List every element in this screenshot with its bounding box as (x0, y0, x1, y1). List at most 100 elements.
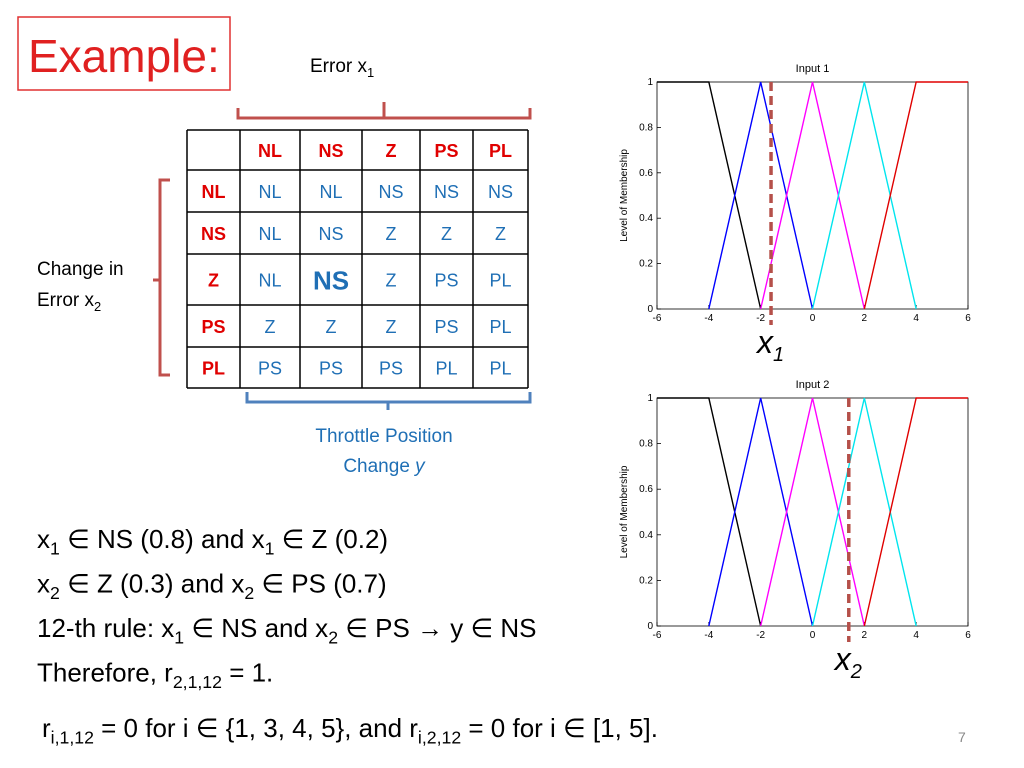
text-line: ri,1,12 = 0 for i ∈ {1, 3, 4, 5}, and ri… (42, 713, 658, 748)
plot-frame (656, 397, 969, 627)
text-line: Change in (37, 259, 124, 280)
text-segment: = 0 for i ∈ [1, 5]. (461, 713, 658, 743)
text-segment: Throttle Position (315, 426, 452, 447)
subscript: 2,1,12 (173, 672, 222, 692)
text-segment: ∈ Z (0.2) (274, 524, 388, 554)
text-segment: ∈ Z (0.3) and x (60, 569, 245, 599)
table-cell: NL (258, 271, 281, 291)
y-axis-label: Level of Membership (619, 465, 630, 558)
y-tick-label: 0.6 (639, 484, 653, 495)
table-cell: Z (495, 224, 506, 244)
text-segment: Error x (310, 56, 368, 77)
membership-line (863, 397, 968, 627)
x-tick-label: 4 (913, 313, 919, 324)
row-header: NL (202, 182, 226, 202)
column-header: Z (386, 141, 397, 161)
subscript: 1 (50, 539, 60, 559)
x-tick-label: -2 (756, 630, 765, 641)
table-cell: Z (386, 224, 397, 244)
bottom-bracket (245, 392, 532, 410)
subscript: i,1,12 (51, 728, 94, 748)
text-line: Throttle Position (315, 426, 452, 447)
membership-line (811, 397, 917, 627)
text-segment: ∈ NS (0.8) and x (60, 524, 265, 554)
plot-frame (656, 81, 969, 310)
y-axis-label: Level of Membership (619, 149, 630, 242)
marker-label: x1 (755, 324, 784, 366)
text-segment: Change (343, 456, 415, 477)
membership-line (759, 81, 866, 310)
membership-line (657, 397, 762, 627)
x-tick-label: -6 (653, 630, 662, 641)
subscript: 1 (773, 344, 784, 366)
page-number: 7 (958, 729, 966, 745)
table-cell: Z (386, 317, 397, 337)
table-cell: NL (319, 182, 342, 202)
chart-title: Input 1 (796, 63, 830, 75)
membership-line (657, 81, 762, 310)
membership-line (759, 397, 866, 627)
membership-line (708, 81, 814, 310)
table-cell: PL (489, 271, 511, 291)
x-tick-label: 0 (810, 630, 816, 641)
row-header: PS (201, 317, 225, 337)
subscript: 2 (328, 628, 338, 648)
marker-label: x2 (833, 641, 862, 683)
text-segment: y (413, 456, 426, 477)
slide-title: Example: (28, 30, 220, 82)
subscript: 2 (850, 661, 862, 683)
text-line: x1 ∈ NS (0.8) and x1 ∈ Z (0.2) (37, 524, 388, 559)
subscript: 1 (174, 628, 184, 648)
text-line: 12-th rule: x1 ∈ NS and x2 ∈ PS → y ∈ NS (37, 613, 536, 648)
x-tick-label: 4 (913, 630, 919, 641)
top-bracket (236, 102, 532, 120)
y-tick-label: 0 (647, 621, 653, 632)
column-header: NS (318, 141, 343, 161)
table-cell: PL (489, 317, 511, 337)
y-tick-label: 0.8 (639, 439, 653, 450)
subscript: i,2,12 (418, 728, 461, 748)
x-tick-label: -4 (704, 630, 713, 641)
x-tick-label: 6 (965, 630, 971, 641)
table-cell: PS (258, 359, 282, 379)
text-line: Therefore, r2,1,12 = 1. (37, 658, 273, 693)
table-cell: PS (434, 271, 458, 291)
table-cell: PS (319, 359, 343, 379)
table-cell: PS (434, 317, 458, 337)
table-cell: Z (386, 271, 397, 291)
row-header: Z (208, 271, 219, 291)
table-cell: NS (318, 224, 343, 244)
column-header: NL (258, 141, 282, 161)
row-header: NS (201, 224, 226, 244)
x-tick-label: 0 (810, 313, 816, 324)
table-cell: Z (265, 317, 276, 337)
x-tick-label: 2 (862, 630, 868, 641)
text-segment: x (37, 569, 50, 599)
table-cell: Z (326, 317, 337, 337)
subscript: 1 (265, 539, 275, 559)
membership-line (811, 81, 917, 310)
left-bracket (153, 178, 170, 377)
y-tick-label: 1 (647, 77, 653, 88)
column-header: PS (434, 141, 458, 161)
table-cell: PS (379, 359, 403, 379)
subscript: 2 (244, 583, 254, 603)
y-tick-label: 0.4 (639, 213, 653, 224)
text-segment: x (37, 524, 50, 554)
text-segment: ∈ PS (0.7) (254, 569, 386, 599)
chart-title: Input 2 (796, 379, 830, 391)
text-segment: Therefore, r (37, 658, 173, 688)
text-segment: = 1. (222, 658, 273, 688)
row-header: PL (202, 359, 225, 379)
marker-symbol: x (755, 324, 774, 360)
text-line: Error x2 (37, 290, 101, 314)
x-tick-label: 6 (965, 313, 971, 324)
x-tick-label: -2 (756, 313, 765, 324)
x-tick-label: -6 (653, 313, 662, 324)
text-line: Error x1 (310, 56, 374, 80)
marker-symbol: x (833, 641, 852, 677)
table-cell: NS (488, 182, 513, 202)
y-tick-label: 0.2 (639, 575, 653, 586)
table-cell: NS (434, 182, 459, 202)
